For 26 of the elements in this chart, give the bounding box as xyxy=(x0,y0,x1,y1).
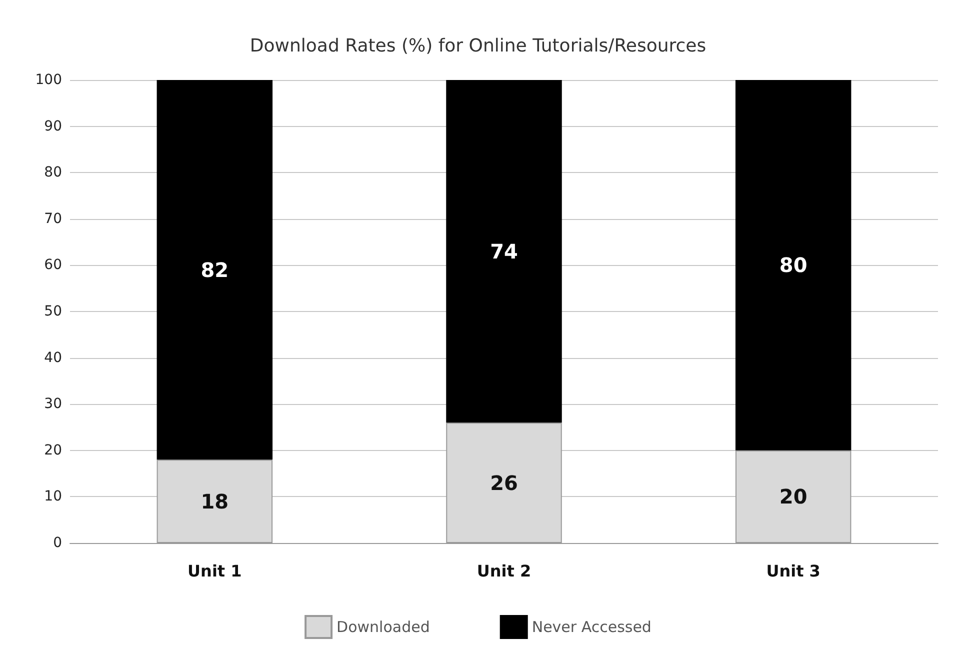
chart-title: Download Rates (%) for Online Tutorials/Resources xyxy=(250,36,706,56)
y-tick-label: 10 xyxy=(44,488,62,505)
y-tick-label: 90 xyxy=(44,118,62,134)
y-tick-label: 50 xyxy=(44,304,62,320)
data-label: 26 xyxy=(490,470,518,495)
legend-label: Never Accessed xyxy=(532,618,652,636)
x-tick-label: Unit 3 xyxy=(766,562,820,580)
y-tick-label: 0 xyxy=(53,535,62,551)
y-tick-label: 20 xyxy=(44,442,62,458)
data-label: 18 xyxy=(200,489,229,514)
y-tick-label: 100 xyxy=(35,72,62,88)
x-tick-label: Unit 2 xyxy=(476,562,532,580)
y-tick-label: 70 xyxy=(44,210,62,227)
x-tick-label: Unit 1 xyxy=(188,562,242,580)
data-label: 82 xyxy=(200,258,229,282)
y-tick-label: 60 xyxy=(44,257,62,274)
bar xyxy=(735,80,852,450)
y-tick-label: 80 xyxy=(44,164,62,181)
data-label: 20 xyxy=(779,484,808,509)
data-label: 80 xyxy=(779,253,808,278)
y-tick-label: 40 xyxy=(44,350,62,366)
bar xyxy=(156,80,273,460)
bar xyxy=(446,80,562,423)
y-tick-label: 30 xyxy=(44,396,62,412)
data-label: 74 xyxy=(490,239,518,264)
legend-label: Downloaded xyxy=(336,618,430,636)
